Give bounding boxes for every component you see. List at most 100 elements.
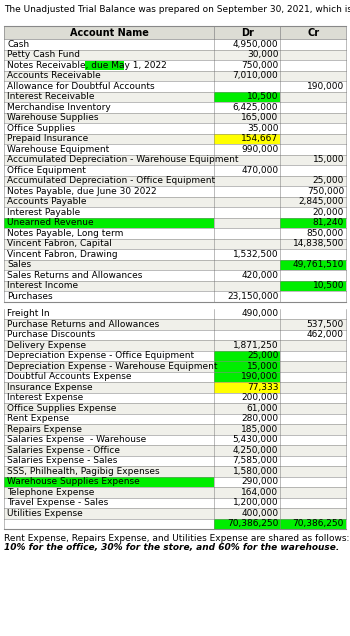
Bar xyxy=(4,350,346,361)
Text: 280,000: 280,000 xyxy=(241,414,278,423)
Bar xyxy=(4,508,346,518)
Text: 1,871,250: 1,871,250 xyxy=(233,341,278,350)
Text: Travel Expense - Sales: Travel Expense - Sales xyxy=(7,498,108,508)
Text: Dr: Dr xyxy=(241,27,254,38)
Bar xyxy=(214,350,280,361)
Text: 20,000: 20,000 xyxy=(313,208,344,217)
Bar xyxy=(214,361,280,371)
Text: 420,000: 420,000 xyxy=(241,271,278,280)
Bar xyxy=(4,249,346,259)
Text: 750,000: 750,000 xyxy=(307,187,344,196)
Bar xyxy=(4,165,346,176)
Text: 1,532,500: 1,532,500 xyxy=(233,250,278,259)
Bar xyxy=(4,50,346,60)
Text: Accumulated Depreciation - Office Equipment: Accumulated Depreciation - Office Equipm… xyxy=(7,176,215,185)
Text: 7,585,000: 7,585,000 xyxy=(233,456,278,466)
Bar xyxy=(214,518,280,529)
Bar xyxy=(280,280,346,291)
Bar xyxy=(4,340,346,350)
Text: 1,200,000: 1,200,000 xyxy=(233,498,278,508)
Bar xyxy=(214,382,280,392)
Bar xyxy=(4,382,346,392)
Text: 70,386,250: 70,386,250 xyxy=(227,519,278,529)
Text: Warehouse Supplies Expense: Warehouse Supplies Expense xyxy=(7,477,140,487)
Text: SSS, Philhealth, Pagibig Expenses: SSS, Philhealth, Pagibig Expenses xyxy=(7,467,160,476)
Text: 15,000: 15,000 xyxy=(313,155,344,164)
Bar xyxy=(4,466,346,476)
Text: Sales: Sales xyxy=(7,260,31,269)
Text: 490,000: 490,000 xyxy=(241,309,278,318)
Text: Accounts Receivable: Accounts Receivable xyxy=(7,71,101,80)
Bar xyxy=(4,228,346,238)
Text: 537,500: 537,500 xyxy=(307,320,344,329)
Text: Purchase Discounts: Purchase Discounts xyxy=(7,330,95,339)
Text: 190,000: 190,000 xyxy=(241,372,278,381)
Text: Repairs Expense: Repairs Expense xyxy=(7,425,82,434)
Bar xyxy=(4,476,214,487)
Bar xyxy=(4,403,346,413)
Bar xyxy=(85,60,124,70)
Text: 35,000: 35,000 xyxy=(247,124,278,133)
Text: 154,667: 154,667 xyxy=(241,134,278,143)
Bar xyxy=(4,291,346,301)
Text: 750,000: 750,000 xyxy=(241,61,278,70)
Text: Rent Expense, Repairs Expense, and Utilities Expense are shared as follows:: Rent Expense, Repairs Expense, and Utili… xyxy=(4,534,349,543)
Text: Rent Expense: Rent Expense xyxy=(7,414,69,423)
Bar xyxy=(214,134,280,144)
Bar xyxy=(4,308,346,319)
Bar xyxy=(4,123,346,134)
Text: Office Equipment: Office Equipment xyxy=(7,166,86,175)
Bar xyxy=(4,207,346,218)
Text: Purchases: Purchases xyxy=(7,292,52,301)
Text: 23,150,000: 23,150,000 xyxy=(227,292,278,301)
Text: 14,838,500: 14,838,500 xyxy=(293,239,344,248)
Text: 70,386,250: 70,386,250 xyxy=(293,519,344,529)
Text: Office Supplies: Office Supplies xyxy=(7,124,75,133)
Text: 10% for the office, 30% for the store, and 60% for the warehouse.: 10% for the office, 30% for the store, a… xyxy=(4,543,339,552)
Text: 10,500: 10,500 xyxy=(313,281,344,290)
Bar xyxy=(4,497,346,508)
Text: Salaries Expense - Sales: Salaries Expense - Sales xyxy=(7,456,117,466)
Text: 10,500: 10,500 xyxy=(247,92,278,101)
Bar xyxy=(4,60,346,71)
Bar xyxy=(4,455,346,466)
Text: 2,845,000: 2,845,000 xyxy=(299,197,344,206)
Bar xyxy=(4,371,346,382)
Text: Vincent Fabron, Capital: Vincent Fabron, Capital xyxy=(7,239,112,248)
Text: 185,000: 185,000 xyxy=(241,425,278,434)
Bar xyxy=(4,197,346,207)
Bar xyxy=(4,518,346,529)
Text: Notes Payable, Long term: Notes Payable, Long term xyxy=(7,229,123,238)
Text: 400,000: 400,000 xyxy=(241,509,278,518)
Bar xyxy=(4,434,346,445)
Text: Sales Returns and Allowances: Sales Returns and Allowances xyxy=(7,271,142,280)
Text: The Unadjusted Trial Balance was prepared on September 30, 2021, which is shown : The Unadjusted Trial Balance was prepare… xyxy=(4,5,350,14)
Bar xyxy=(4,186,346,197)
Text: Notes Payable, due June 30 2022: Notes Payable, due June 30 2022 xyxy=(7,187,157,196)
Text: Cr: Cr xyxy=(307,27,319,38)
Text: 15,000: 15,000 xyxy=(247,362,278,371)
Text: Vincent Fabron, Drawing: Vincent Fabron, Drawing xyxy=(7,250,118,259)
Bar xyxy=(4,476,346,487)
Bar xyxy=(4,144,346,155)
Bar xyxy=(4,361,346,371)
Text: 470,000: 470,000 xyxy=(241,166,278,175)
Bar xyxy=(4,392,346,403)
Text: Insurance Expense: Insurance Expense xyxy=(7,383,93,392)
Text: 990,000: 990,000 xyxy=(241,145,278,154)
Text: Merchandise Inventory: Merchandise Inventory xyxy=(7,103,111,112)
Bar xyxy=(4,445,346,455)
Bar xyxy=(4,259,346,270)
Bar xyxy=(4,81,346,92)
Text: Interest Income: Interest Income xyxy=(7,281,78,290)
Bar xyxy=(4,218,214,228)
Bar xyxy=(4,134,346,144)
Text: 81,240: 81,240 xyxy=(313,218,344,227)
Text: 1,580,000: 1,580,000 xyxy=(233,467,278,476)
Bar xyxy=(4,270,346,280)
Text: Warehouse Equipment: Warehouse Equipment xyxy=(7,145,109,154)
Text: Interest Receivable: Interest Receivable xyxy=(7,92,94,101)
Text: 25,000: 25,000 xyxy=(247,351,278,360)
Bar xyxy=(4,176,346,186)
Text: 850,000: 850,000 xyxy=(307,229,344,238)
